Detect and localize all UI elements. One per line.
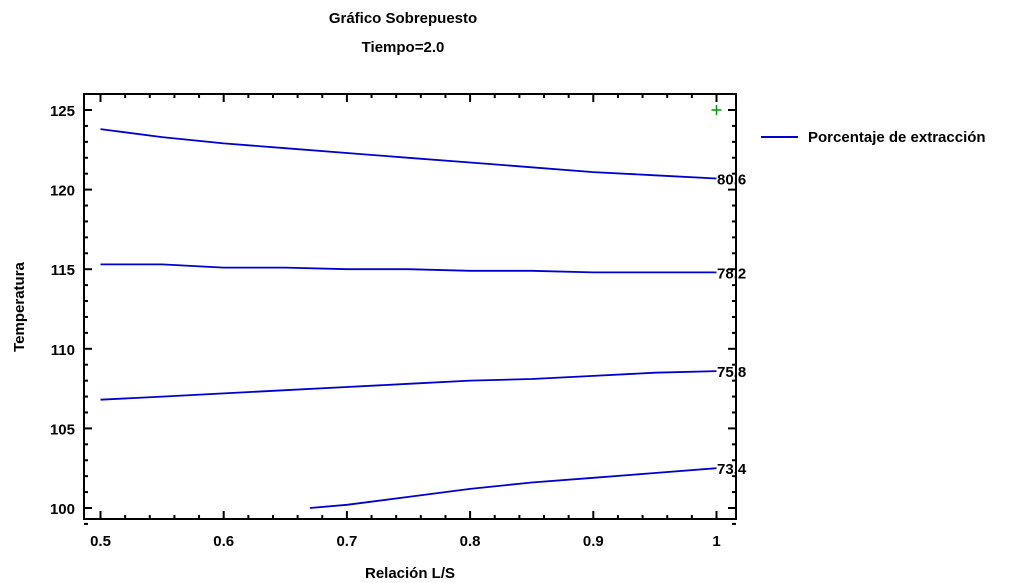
y-tick-label: 125 bbox=[50, 103, 75, 120]
chart-title: Gráfico Sobrepuesto bbox=[329, 10, 477, 27]
x-tick-label: 0.5 bbox=[90, 533, 111, 550]
contour-lines bbox=[100, 128, 717, 509]
contour-value-label: 75.8 bbox=[717, 364, 746, 381]
y-tick-label: 110 bbox=[51, 342, 75, 359]
y-tick-labels: 100 105 110 115 120 125 bbox=[50, 103, 75, 518]
chart-subtitle: Tiempo=2.0 bbox=[362, 39, 445, 56]
x-tick-label: 1 bbox=[712, 533, 720, 550]
axis-ticks bbox=[84, 94, 736, 525]
x-tick-label: 0.8 bbox=[460, 533, 481, 550]
x-axis-label: Relación L/S bbox=[365, 565, 455, 582]
contour-labels: 80.6 78.2 75.8 73.4 bbox=[717, 171, 747, 478]
contour-line bbox=[100, 263, 717, 274]
legend-entry-label: Porcentaje de extracción bbox=[808, 129, 986, 146]
x-tick-label: 0.9 bbox=[583, 533, 604, 550]
legend: Porcentaje de extracción bbox=[761, 129, 986, 146]
x-tick-labels: 0.5 0.6 0.7 0.8 0.9 1 bbox=[90, 533, 721, 550]
y-axis-label: Temperatura bbox=[11, 261, 28, 351]
contour-value-label: 80.6 bbox=[717, 171, 746, 188]
y-tick-label: 100 bbox=[50, 501, 75, 518]
contour-value-label: 78.2 bbox=[717, 265, 746, 282]
design-point-marker bbox=[711, 105, 722, 115]
x-tick-label: 0.7 bbox=[336, 533, 357, 550]
x-tick-label: 0.6 bbox=[213, 533, 234, 550]
contour-line bbox=[100, 128, 717, 180]
contour-line bbox=[309, 467, 717, 509]
contour-value-label: 73.4 bbox=[717, 461, 747, 478]
y-tick-label: 120 bbox=[50, 183, 75, 200]
plot-frame bbox=[83, 93, 737, 520]
contour-line bbox=[100, 370, 717, 401]
y-tick-label: 105 bbox=[50, 421, 75, 438]
y-tick-label: 115 bbox=[51, 262, 75, 279]
